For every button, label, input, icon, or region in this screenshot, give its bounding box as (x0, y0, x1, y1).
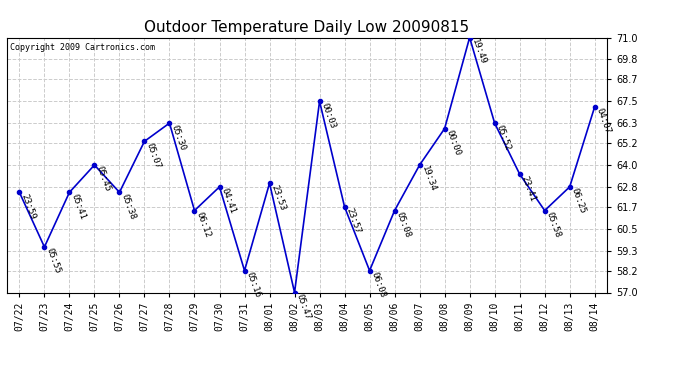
Text: 05:41: 05:41 (70, 192, 87, 220)
Text: 05:08: 05:08 (395, 210, 412, 239)
Text: 05:47: 05:47 (295, 292, 312, 321)
Text: 23:53: 23:53 (270, 183, 287, 211)
Text: 05:30: 05:30 (170, 123, 187, 152)
Title: Outdoor Temperature Daily Low 20090815: Outdoor Temperature Daily Low 20090815 (144, 20, 470, 35)
Text: 06:08: 06:08 (370, 271, 387, 299)
Text: 04:41: 04:41 (219, 187, 237, 215)
Text: 23:59: 23:59 (19, 192, 37, 220)
Text: 19:34: 19:34 (420, 165, 437, 194)
Text: 06:25: 06:25 (570, 187, 587, 215)
Text: 00:00: 00:00 (444, 129, 462, 157)
Text: 05:38: 05:38 (119, 192, 137, 220)
Text: 05:58: 05:58 (544, 210, 562, 239)
Text: 05:45: 05:45 (95, 165, 112, 194)
Text: 00:03: 00:03 (319, 101, 337, 130)
Text: 05:07: 05:07 (144, 141, 162, 170)
Text: 06:12: 06:12 (195, 210, 212, 239)
Text: 04:07: 04:07 (595, 107, 612, 135)
Text: 05:55: 05:55 (44, 247, 62, 275)
Text: 23:41: 23:41 (520, 174, 538, 202)
Text: 05:16: 05:16 (244, 271, 262, 299)
Text: 05:52: 05:52 (495, 123, 512, 152)
Text: 19:49: 19:49 (470, 38, 487, 66)
Text: Copyright 2009 Cartronics.com: Copyright 2009 Cartronics.com (10, 43, 155, 52)
Text: 23:57: 23:57 (344, 207, 362, 235)
